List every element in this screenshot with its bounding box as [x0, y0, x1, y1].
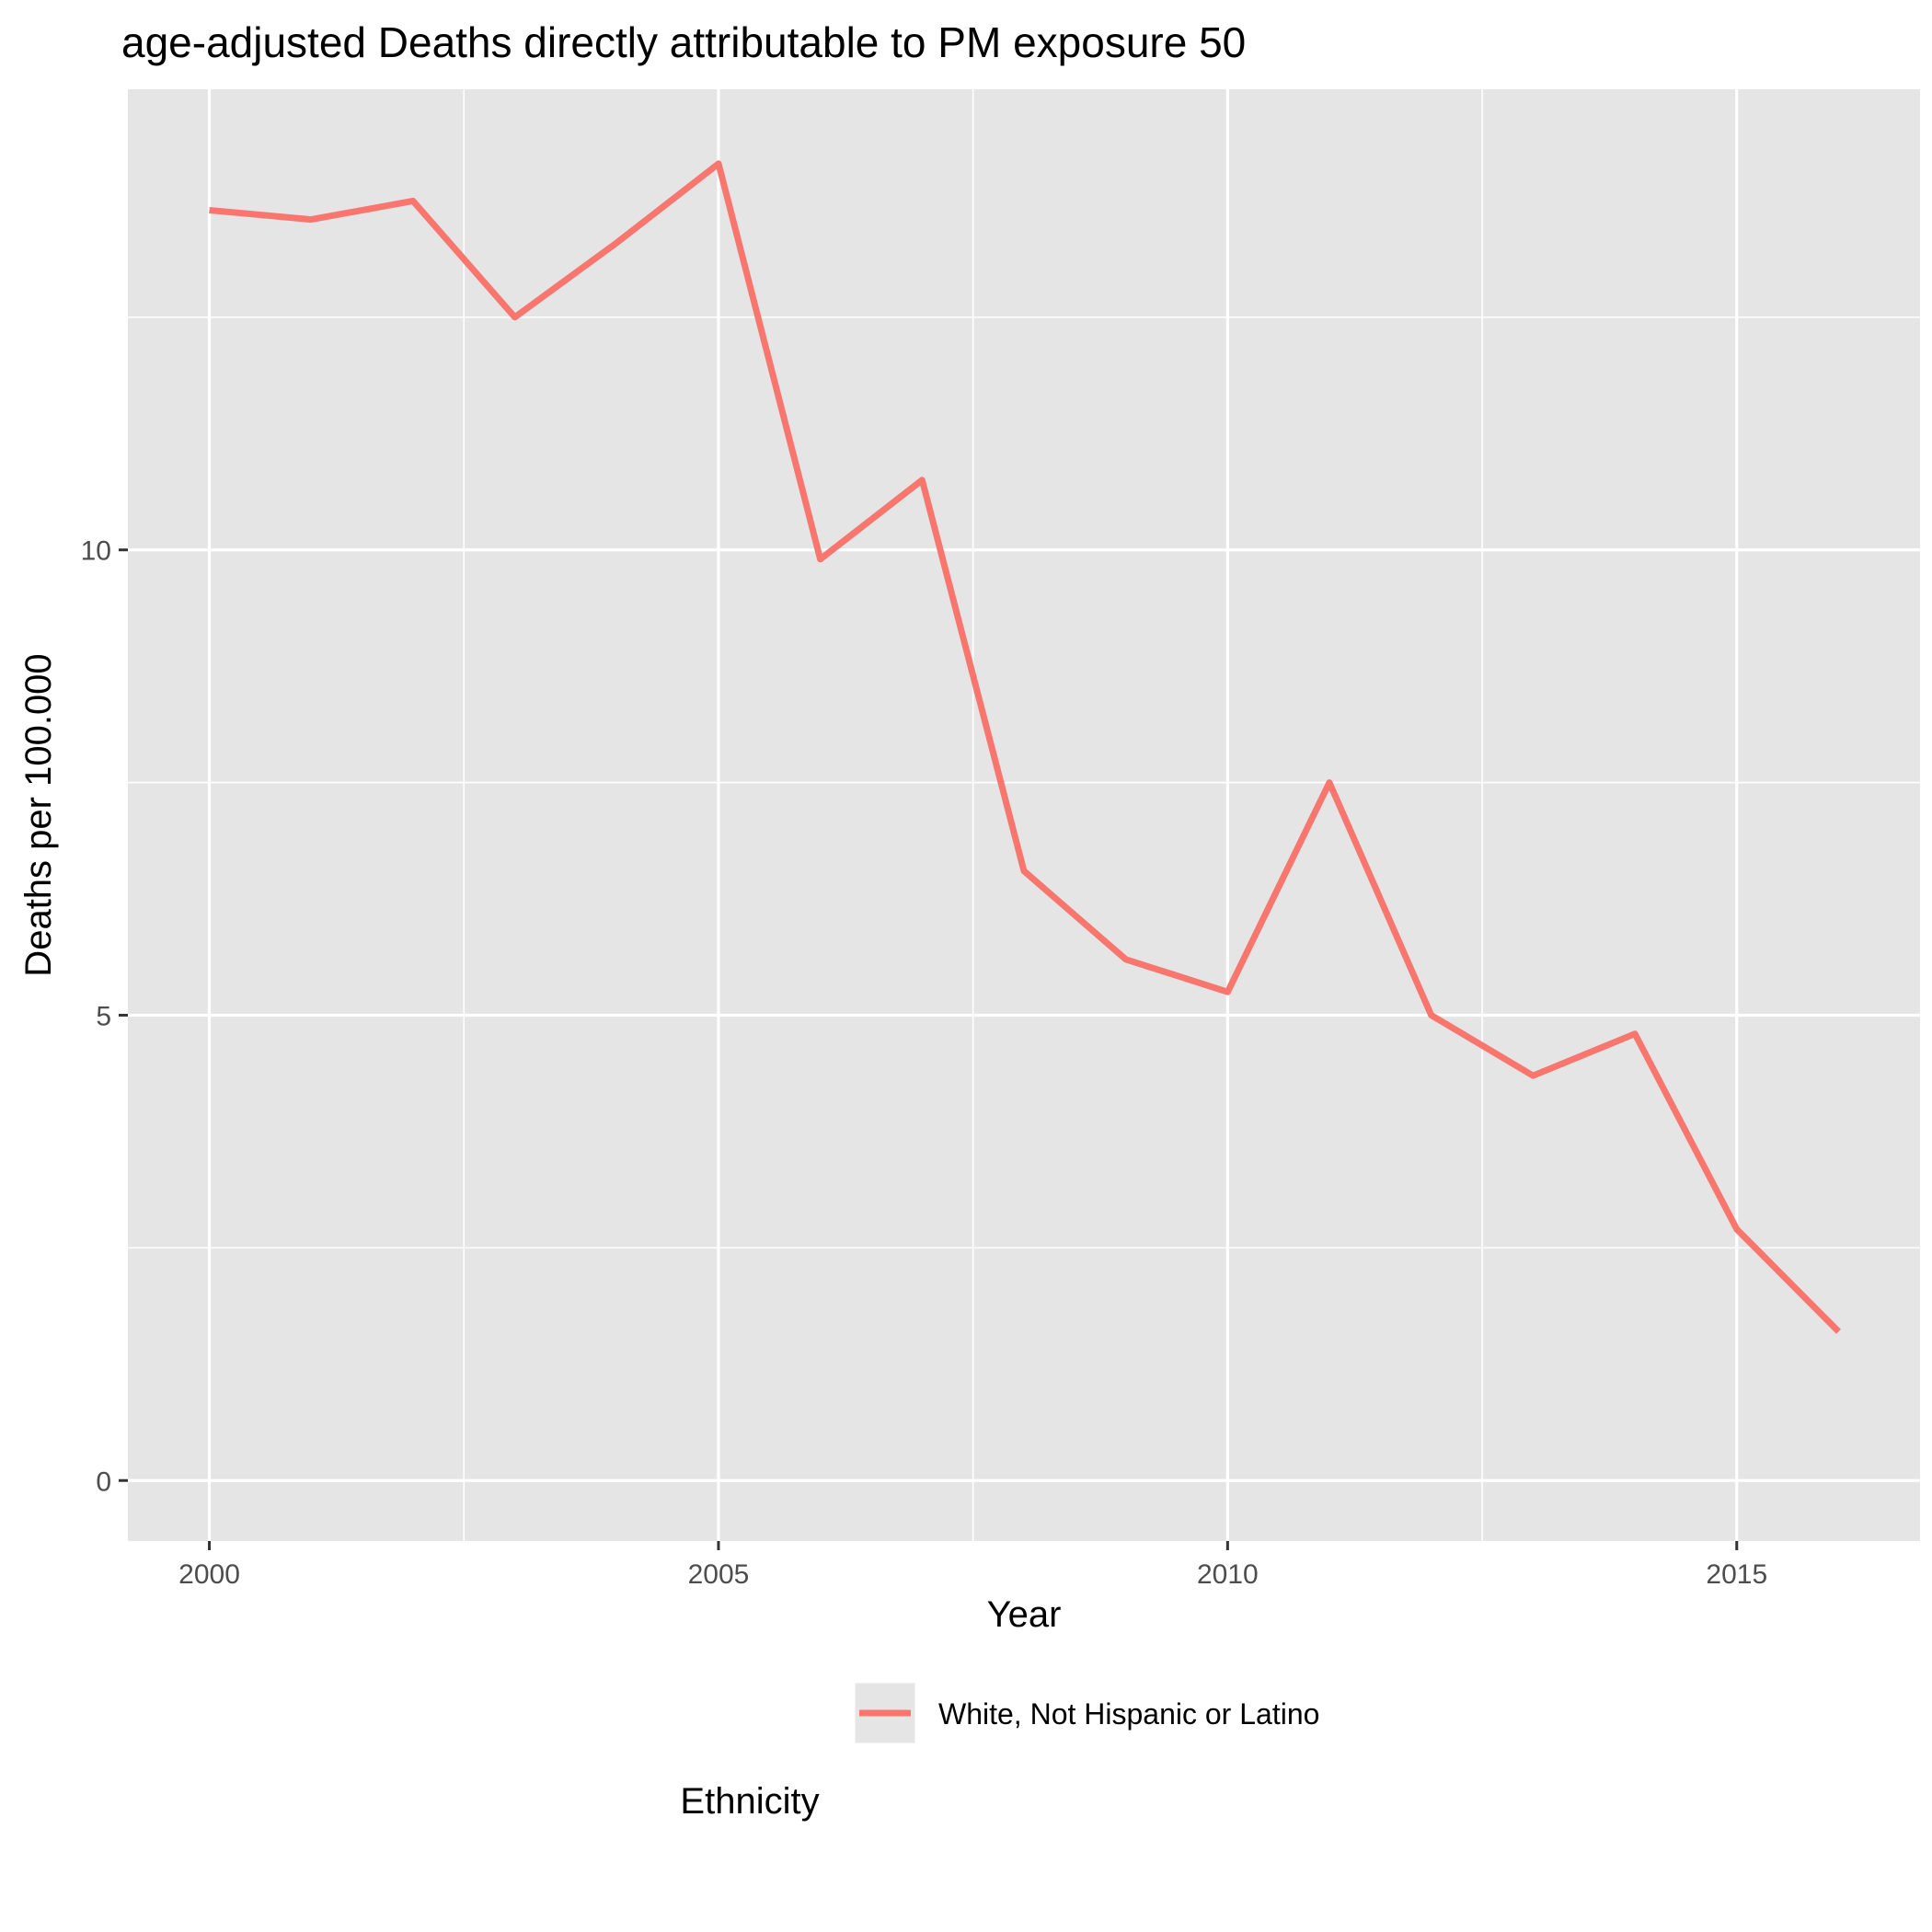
y-tick-label: 0 [96, 1466, 111, 1497]
x-tick-label: 2000 [178, 1559, 240, 1590]
axis-ticks [119, 548, 1739, 1550]
chart-title: age-adjusted Deaths directly attributabl… [121, 18, 1246, 66]
series-layer [209, 160, 1841, 1334]
y-axis-title: Deaths per 100.000 [18, 653, 59, 976]
x-tick-label: 2005 [688, 1559, 750, 1590]
x-tick-label: 2015 [1706, 1559, 1767, 1590]
series-line [209, 160, 1841, 1334]
y-tick-label: 10 [81, 536, 111, 567]
tick-labels: 2000 2005 2010 2015 0 5 10 [81, 536, 1768, 1590]
plot-panel [128, 89, 1920, 1541]
legend: White, Not Hispanic or Latino Ethnicity [680, 1680, 1319, 1822]
legend-entry-label: White, Not Hispanic or Latino [938, 1697, 1319, 1731]
legend-title: Ethnicity [680, 1781, 819, 1822]
y-tick-label: 5 [96, 1001, 111, 1031]
x-axis-title: Year [987, 1594, 1062, 1635]
major-gridlines [128, 89, 1920, 1541]
minor-gridlines [128, 89, 1920, 1541]
x-tick-label: 2010 [1197, 1559, 1259, 1590]
